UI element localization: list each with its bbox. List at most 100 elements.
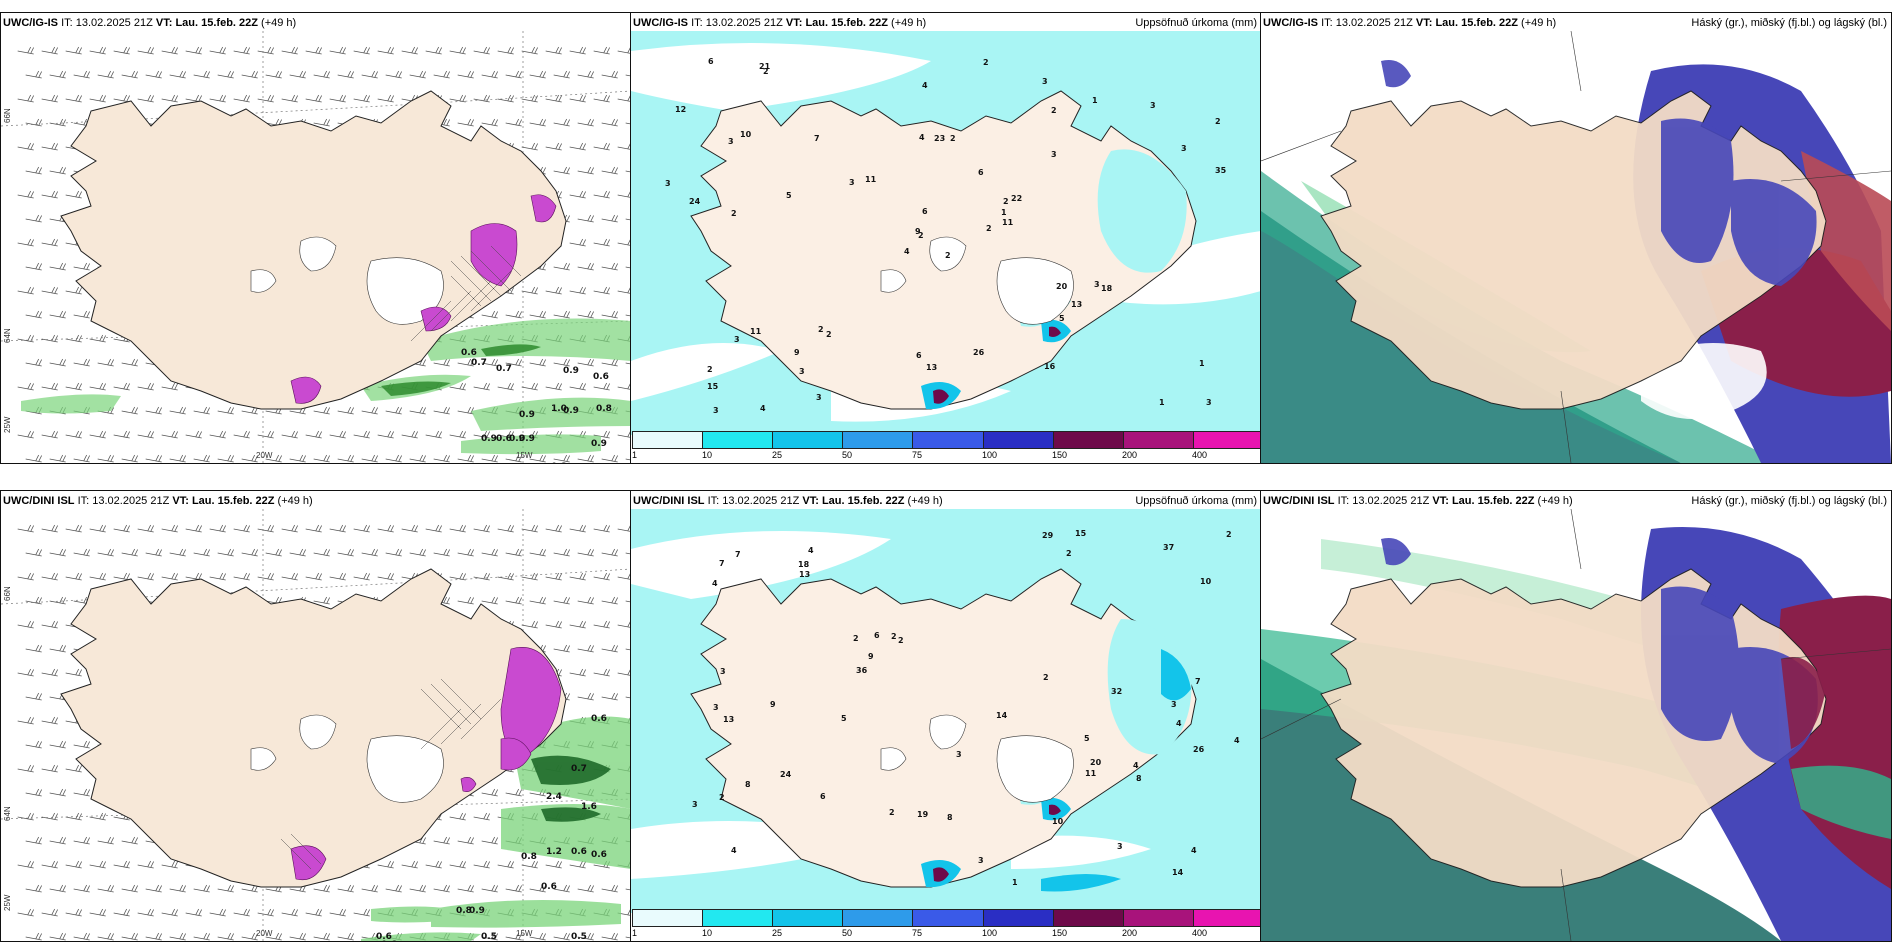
wind-barb: [241, 548, 259, 557]
wind-speed-label: 0.6: [591, 850, 607, 860]
cloud-panel-top: UWC/IG-IS IT: 13.02.2025 21Z VT: Lau. 15…: [1260, 12, 1892, 464]
wind-barb: [521, 382, 539, 391]
wind-barb: [593, 94, 611, 103]
wind-barb: [97, 836, 115, 845]
wind-barb: [65, 94, 83, 103]
lon-label-15w: 15W: [516, 451, 533, 460]
wind-speed-label: 0.7: [496, 364, 512, 374]
wind-barb: [577, 262, 595, 271]
colorbar-segment: [702, 910, 773, 926]
precip-values: 2322223222232243446111115323221810424203…: [665, 57, 1227, 415]
wind-barb: [625, 170, 631, 173]
wind-barb: [577, 310, 595, 319]
wind-barb: [425, 860, 443, 869]
wind-barb: [65, 334, 83, 343]
precip-value-label: 7: [1195, 677, 1201, 686]
wind-barb: [433, 454, 451, 463]
wind-barb: [97, 884, 115, 893]
wind-barb: [505, 884, 523, 893]
wind-speed-label: 0.8: [521, 852, 537, 862]
wind-barb: [49, 644, 67, 653]
wind-barb: [553, 118, 571, 127]
colorbar-segment: [842, 432, 913, 448]
wind-barb: [601, 932, 619, 941]
wind-speed-label: 0.9: [469, 906, 485, 916]
wind-speed-label: 0.6: [593, 372, 609, 382]
wind-barb: [161, 860, 179, 869]
precip-value-label: 2: [1003, 197, 1009, 206]
wind-speed-areas: [21, 318, 631, 455]
wind-barb: [25, 70, 43, 79]
wind-barb: [577, 548, 595, 557]
wind-speed-label: 0.9: [591, 439, 607, 449]
wind-barb: [497, 524, 515, 533]
colorbar-tick: 400: [1192, 928, 1208, 938]
wind-barb: [257, 94, 275, 103]
precip-value-label: 2: [1051, 106, 1057, 115]
wind-barb: [593, 524, 611, 533]
precip-value-label: 2: [818, 325, 824, 334]
precip-blobs: [290, 194, 557, 404]
wind-barb: [281, 94, 299, 103]
precip-value-label: 6: [874, 631, 880, 640]
vt-value: Lau. 15.feb. 22Z: [805, 17, 888, 29]
wind-barb: [193, 70, 211, 79]
colorbar-tick: 50: [842, 928, 853, 938]
precip-value-label: 2: [898, 636, 904, 645]
model-name: UWC/DINI ISL: [633, 495, 705, 507]
wind-speed-label: 0.9: [519, 410, 535, 420]
lon-label-20w: 20W: [256, 451, 273, 460]
wind-barb: [313, 70, 331, 79]
precip-value-label: 11: [1085, 769, 1097, 778]
wind-barb: [41, 860, 59, 869]
wind-barb: [17, 334, 35, 343]
wind-speed-label: 0.9: [481, 434, 497, 444]
wind-barb: [577, 454, 595, 463]
wind-barb: [289, 454, 307, 463]
precip-value-label: 4: [1133, 761, 1139, 770]
wind-barb: [313, 548, 331, 557]
wind-barb: [25, 166, 43, 175]
wind-barb: [313, 884, 331, 893]
wind-barb: [449, 382, 467, 391]
wind-speed-label: 0.7: [471, 358, 487, 368]
vt-label: VT:: [1432, 495, 1449, 507]
wind-barb: [17, 46, 35, 55]
precip-value-label: 2: [853, 634, 859, 643]
precip-value-label: 6: [820, 792, 826, 801]
wind-barb: [121, 884, 139, 893]
precip-value-label: 2: [986, 224, 992, 233]
wind-barb: [481, 118, 499, 127]
wind-barb: [569, 94, 587, 103]
wind-barb: [457, 836, 475, 845]
wind-speed-label: 0.9: [519, 434, 535, 444]
lon-label-20w: 20W: [256, 929, 273, 938]
wind-barb: [113, 382, 131, 391]
wind-barb: [193, 406, 211, 415]
vt-label: VT:: [1415, 17, 1433, 29]
wind-barb: [241, 932, 259, 941]
colorbar-segment: [632, 910, 703, 926]
wind-barb: [113, 908, 131, 917]
wind-barb: [17, 572, 35, 581]
wind-barb: [185, 908, 203, 917]
wind-barb: [593, 46, 611, 55]
wind-barb: [17, 190, 35, 199]
precip-value-label: 2: [918, 231, 924, 240]
wind-barb: [569, 238, 587, 247]
wind-barb: [49, 548, 67, 557]
wind-barb: [481, 310, 499, 319]
wind-barb: [545, 142, 563, 151]
colorbar-tick: 400: [1192, 450, 1208, 460]
colorbar-tick: 150: [1052, 450, 1068, 460]
wind-barb: [145, 548, 163, 557]
wind-barb: [481, 548, 499, 557]
wind-barb: [625, 600, 631, 603]
wind-speed-label: 0.8: [596, 404, 612, 414]
wind-barb: [65, 908, 83, 917]
wind-barb: [457, 70, 475, 79]
wind-barb: [377, 94, 395, 103]
wind-barb: [329, 94, 347, 103]
colorbar-tick: 150: [1052, 928, 1068, 938]
glaciers: [250, 714, 444, 803]
